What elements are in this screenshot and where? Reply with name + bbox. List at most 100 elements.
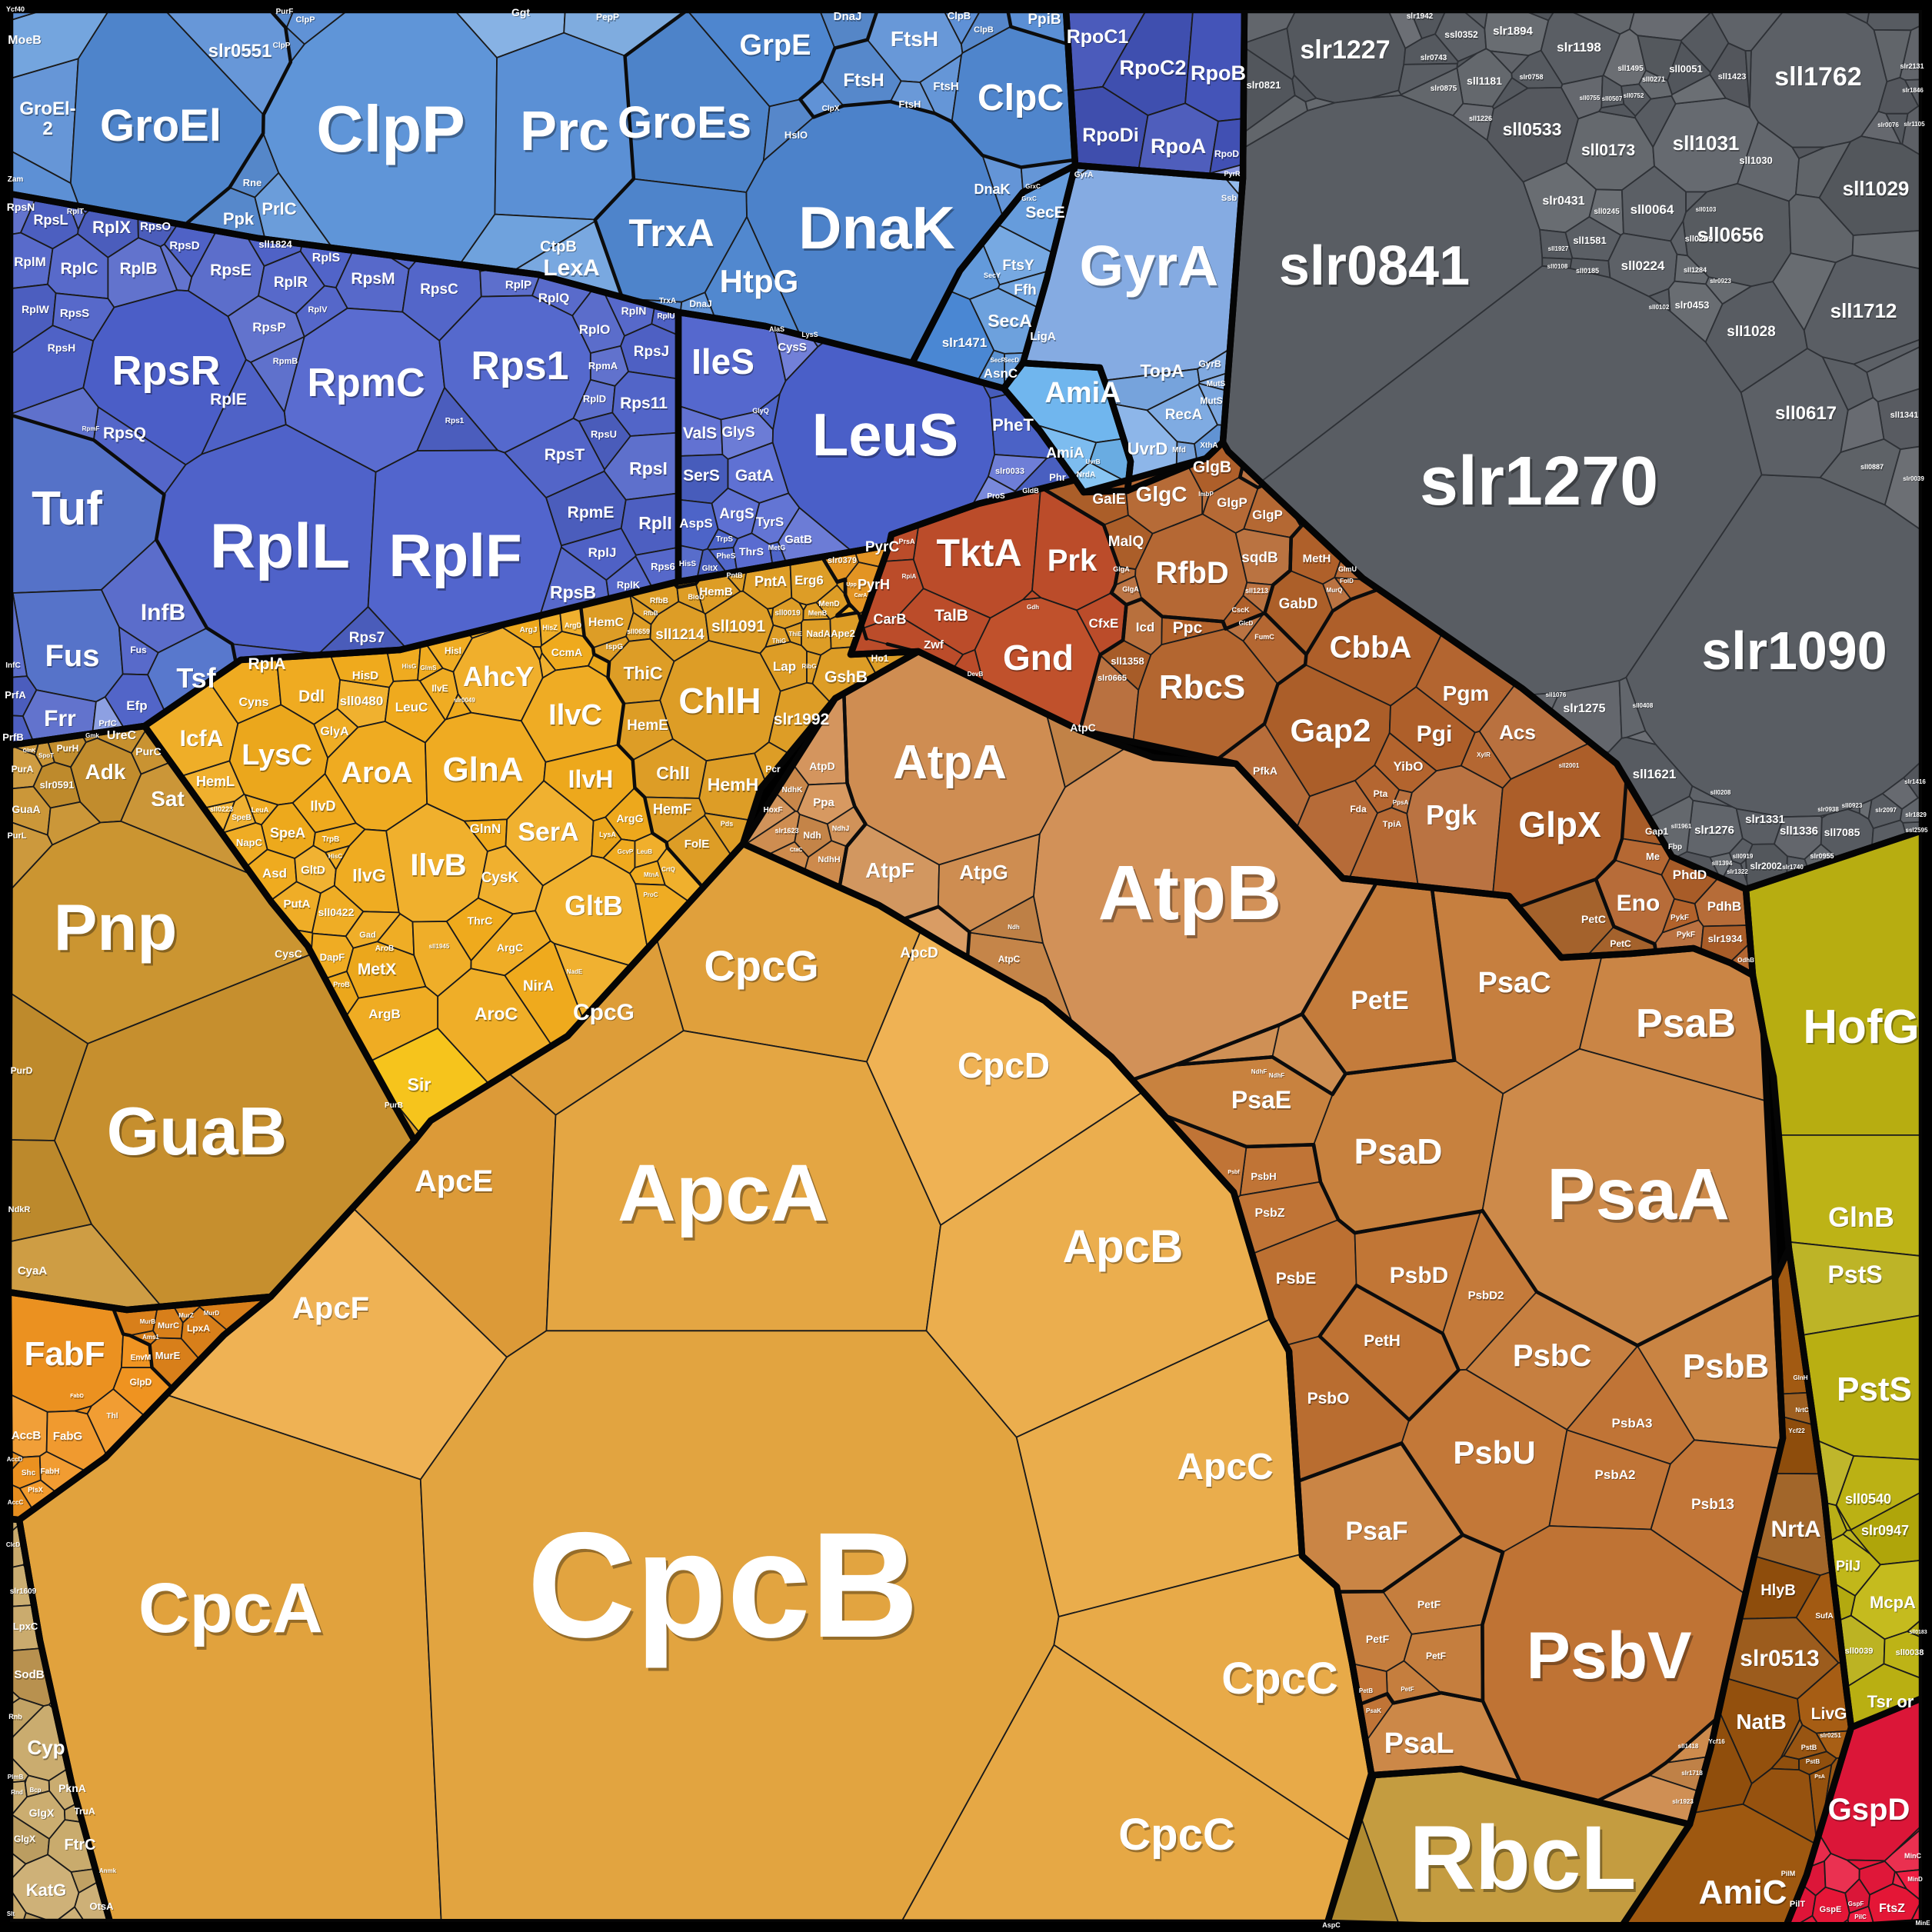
svg-text:ArgG: ArgG [618, 813, 645, 825]
svg-text:GlnB: GlnB [1828, 1201, 1894, 1233]
svg-text:MalQ: MalQ [1108, 534, 1144, 550]
svg-text:NdhF: NdhF [1252, 1069, 1268, 1076]
svg-text:sll1824: sll1824 [259, 239, 293, 251]
svg-text:FabG: FabG [54, 1431, 83, 1444]
svg-text:PsbU: PsbU [1454, 1435, 1536, 1471]
svg-text:ClcD: ClcD [7, 1542, 21, 1549]
svg-text:MurE: MurE [155, 1350, 181, 1361]
svg-text:PstB: PstB [1806, 1758, 1820, 1765]
svg-text:RpsN: RpsN [7, 201, 35, 213]
svg-text:sll0422: sll0422 [319, 907, 355, 919]
svg-text:GspF: GspF [1849, 1901, 1865, 1908]
svg-text:SufA: SufA [1816, 1614, 1834, 1622]
svg-text:LexA: LexA [544, 257, 600, 282]
svg-text:PsaD: PsaD [1354, 1133, 1443, 1173]
svg-text:sll1418: sll1418 [1679, 1744, 1700, 1750]
svg-text:Sir: Sir [408, 1074, 431, 1094]
svg-text:CarA: CarA [854, 593, 868, 598]
svg-text:GyrB: GyrB [1198, 358, 1221, 369]
svg-text:GalE: GalE [1092, 491, 1125, 508]
svg-text:ArgC: ArgC [497, 941, 523, 954]
svg-text:RplQ: RplQ [539, 291, 571, 306]
svg-text:HlyB: HlyB [1761, 1584, 1797, 1601]
svg-text:TrxA: TrxA [659, 297, 676, 305]
svg-text:slr1416: slr1416 [1904, 778, 1926, 785]
svg-text:RpsJ: RpsJ [635, 345, 670, 361]
svg-text:GlnB: GlnB [1829, 1202, 1895, 1234]
svg-text:sll7085: sll7085 [1825, 827, 1861, 839]
svg-text:CpcC: CpcC [1223, 1656, 1339, 1706]
svg-text:GlgC: GlgC [1137, 483, 1188, 507]
svg-text:HisC: HisC [329, 854, 343, 861]
svg-text:AtpA: AtpA [894, 738, 1008, 791]
svg-text:RbcL: RbcL [1412, 1810, 1639, 1912]
svg-text:ArgC: ArgC [498, 942, 524, 954]
svg-text:ssl2595: ssl2595 [1907, 828, 1929, 834]
svg-text:RplV: RplV [308, 305, 328, 315]
svg-text:slr0947: slr0947 [1862, 1524, 1910, 1540]
svg-text:LysA: LysA [599, 831, 616, 838]
svg-text:RplI: RplI [639, 515, 672, 535]
svg-text:ApcA: ApcA [620, 1151, 831, 1241]
svg-text:MoeB: MoeB [8, 35, 42, 48]
svg-text:slr0076: slr0076 [1878, 122, 1900, 129]
svg-text:AtpC: AtpC [998, 954, 1021, 964]
svg-text:IleS: IleS [692, 343, 755, 383]
svg-text:GyrA: GyrA [1074, 171, 1093, 179]
svg-text:LeuS: LeuS [814, 403, 961, 471]
svg-text:sll0209: sll0209 [1685, 235, 1714, 244]
svg-text:ClpP: ClpP [296, 16, 315, 25]
svg-text:AspS: AspS [680, 517, 713, 531]
svg-text:slr2131: slr2131 [1900, 64, 1924, 72]
svg-text:PsbC: PsbC [1514, 1341, 1592, 1374]
svg-text:IlvD: IlvD [310, 798, 335, 814]
svg-text:GldB: GldB [1023, 488, 1040, 496]
svg-text:slr0821: slr0821 [1247, 79, 1281, 91]
svg-text:AroB: AroB [376, 946, 395, 954]
svg-text:PilM: PilM [1781, 1870, 1796, 1877]
svg-text:MoeB: MoeB [8, 34, 42, 47]
svg-text:SecF: SecF [990, 357, 1004, 364]
svg-text:GlnK: GlnK [24, 750, 37, 755]
svg-text:Ndh: Ndh [1008, 924, 1020, 931]
svg-text:Gad: Gad [360, 931, 376, 941]
svg-text:FabD: FabD [70, 1394, 84, 1399]
svg-text:Ho1: Ho1 [871, 653, 889, 664]
svg-text:PurB: PurB [385, 1101, 403, 1110]
svg-text:Pgi: Pgi [1417, 723, 1454, 748]
svg-text:SpeB: SpeB [232, 814, 251, 822]
svg-text:Ho1: Ho1 [872, 655, 890, 665]
svg-text:RpsT: RpsT [545, 448, 586, 465]
svg-text:sll0108: sll0108 [1547, 263, 1568, 270]
svg-text:slr1331: slr1331 [1746, 814, 1786, 828]
svg-text:FolE: FolE [685, 839, 711, 852]
svg-text:MinE: MinE [1916, 1920, 1931, 1927]
svg-text:slr1331: slr1331 [1745, 813, 1785, 826]
svg-text:ApcC: ApcC [1177, 1447, 1273, 1487]
svg-text:RecA: RecA [1165, 407, 1203, 423]
svg-text:LeuS: LeuS [812, 401, 959, 468]
svg-text:GltD: GltD [301, 864, 325, 877]
svg-text:AsnC: AsnC [984, 367, 1018, 381]
svg-text:GlmU: GlmU [1338, 565, 1357, 573]
svg-text:HisD: HisD [352, 669, 378, 682]
svg-text:NdhF: NdhF [1269, 1072, 1285, 1079]
svg-text:AmiA: AmiA [1045, 378, 1121, 411]
svg-text:RpoD: RpoD [1214, 148, 1239, 159]
svg-text:MurQ: MurQ [1327, 588, 1344, 595]
svg-text:RpmF: RpmF [82, 425, 100, 432]
svg-text:PetE: PetE [1351, 986, 1409, 1015]
svg-text:DnaJ: DnaJ [834, 10, 862, 23]
svg-text:PrsA: PrsA [899, 539, 916, 547]
svg-text:GroEl-2: GroEl-2 [19, 98, 75, 139]
svg-text:sll0617: sll0617 [1776, 405, 1837, 425]
svg-text:slr0955: slr0955 [1810, 852, 1834, 860]
svg-text:sll1214: sll1214 [656, 628, 705, 644]
svg-text:TrpB: TrpB [322, 835, 340, 844]
svg-text:PepP: PepP [596, 12, 619, 22]
svg-text:ClpB: ClpB [948, 10, 971, 22]
svg-text:RpsM: RpsM [351, 271, 395, 289]
svg-text:sll1358: sll1358 [1111, 655, 1144, 667]
svg-text:PsbA3: PsbA3 [1612, 1416, 1653, 1431]
svg-text:PsaC: PsaC [1477, 967, 1551, 999]
